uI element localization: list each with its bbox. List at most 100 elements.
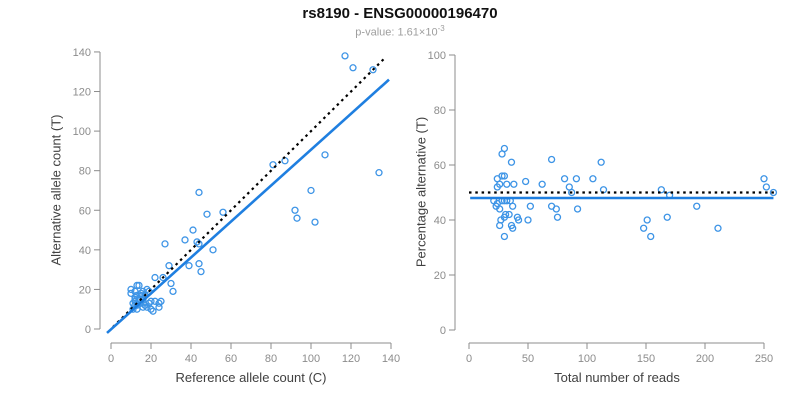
right-data-point — [496, 221, 504, 230]
right-data-point — [693, 202, 701, 210]
right-data-point — [663, 213, 671, 221]
left-data-point — [307, 186, 315, 195]
left-x-tick-label: 60 — [225, 353, 237, 365]
right-data-point — [500, 172, 509, 180]
left-data-point — [161, 240, 169, 248]
left-x-tick-label: 80 — [265, 353, 277, 365]
right-data-point — [507, 158, 516, 166]
left-x-tick-label: 120 — [342, 353, 360, 365]
left-data-point — [181, 236, 189, 244]
left-xaxis-title: Reference allele count (C) — [175, 370, 327, 385]
right-y-tick-label: 20 — [434, 270, 446, 282]
left-y-tick-label: 100 — [73, 126, 91, 138]
p-value-exponent: -3 — [437, 24, 445, 33]
left-data-point — [165, 262, 173, 270]
left-data-point — [155, 299, 163, 307]
right-x-tick-label: 200 — [696, 353, 714, 365]
right-data-point — [526, 202, 535, 210]
left-data-point — [147, 297, 155, 305]
p-value-text: p-value: 1.61×10 — [355, 26, 438, 39]
left-data-point — [219, 208, 227, 216]
left-x-tick-label: 20 — [145, 353, 157, 365]
right-data-point — [647, 232, 655, 241]
left-data-point — [169, 287, 177, 296]
left-data-point — [185, 262, 193, 270]
left-data-point — [149, 307, 157, 315]
right-data-point — [524, 216, 532, 224]
left-data-point — [369, 66, 377, 74]
left-data-point — [195, 188, 203, 197]
left-fit-line — [106, 78, 390, 334]
left-y-tick-label: 0 — [85, 324, 91, 336]
right-data-point — [589, 175, 597, 183]
left-data-point — [151, 273, 159, 282]
left-x-tick-label: 100 — [302, 353, 320, 365]
left-data-point — [147, 305, 155, 313]
left-data-point — [141, 301, 149, 309]
right-data-point — [639, 224, 648, 232]
left-y-tick-label: 40 — [79, 245, 91, 257]
left-data-point — [281, 157, 289, 165]
left-data-point — [195, 260, 203, 268]
left-data-point — [375, 169, 383, 177]
left-data-point — [269, 161, 277, 169]
right-x-tick-label: 0 — [466, 353, 472, 365]
right-data-point — [521, 177, 530, 186]
left-data-point — [341, 52, 349, 60]
left-yaxis-title: Alternative allele count (T) — [48, 114, 64, 266]
left-data-point — [143, 303, 151, 311]
right-data-point — [498, 150, 506, 158]
right-data-point — [498, 172, 506, 180]
right-y-tick-label: 0 — [440, 325, 446, 337]
right-data-point — [547, 155, 556, 164]
right-y-tick-label: 60 — [434, 160, 446, 172]
left-y-tick-label: 20 — [79, 284, 91, 296]
left-y-tick-label: 80 — [79, 166, 91, 178]
right-data-point — [657, 186, 665, 194]
right-data-point — [769, 188, 778, 197]
left-data-point — [203, 210, 211, 218]
page-title: rs8190 - ENSG00000196470 — [302, 5, 498, 22]
right-data-point — [496, 205, 504, 213]
left-data-point — [321, 151, 329, 159]
right-data-point — [503, 180, 511, 188]
right-x-tick-label: 100 — [578, 353, 596, 365]
right-data-point — [643, 216, 651, 224]
left-x-tick-label: 40 — [185, 353, 197, 365]
right-y-tick-label: 80 — [434, 105, 446, 117]
right-data-point — [553, 213, 562, 221]
right-data-point — [509, 224, 517, 232]
left-data-point — [293, 214, 301, 222]
left-data-point — [159, 273, 167, 282]
right-y-tick-label: 100 — [428, 50, 446, 62]
right-data-point — [514, 216, 523, 224]
right-data-point — [538, 180, 546, 188]
right-data-point — [493, 183, 501, 191]
left-y-tick-label: 120 — [73, 87, 91, 99]
left-data-point — [127, 285, 135, 294]
left-data-point — [129, 305, 137, 313]
right-data-point — [560, 175, 569, 183]
right-data-point — [572, 175, 581, 183]
right-data-point — [762, 183, 771, 191]
left-data-point — [349, 64, 357, 72]
right-data-point — [552, 205, 560, 213]
left-x-tick-label: 0 — [108, 353, 114, 365]
left-data-point — [167, 279, 175, 288]
left-data-point — [135, 281, 143, 290]
p-value-subtitle: p-value: 1.61×10-3 — [0, 24, 800, 39]
right-data-point — [714, 224, 722, 232]
left-x-tick-label: 140 — [382, 353, 400, 365]
right-xaxis-title: Total number of reads — [554, 370, 680, 385]
left-identity-line — [112, 57, 386, 328]
left-data-point — [311, 218, 319, 226]
left-y-tick-label: 140 — [73, 47, 91, 59]
right-data-point — [510, 180, 518, 188]
right-data-point — [509, 202, 517, 210]
left-data-point — [189, 226, 197, 234]
right-data-point — [573, 205, 582, 213]
right-data-point — [568, 188, 576, 197]
right-x-tick-label: 150 — [637, 353, 655, 365]
left-data-point — [291, 206, 299, 214]
